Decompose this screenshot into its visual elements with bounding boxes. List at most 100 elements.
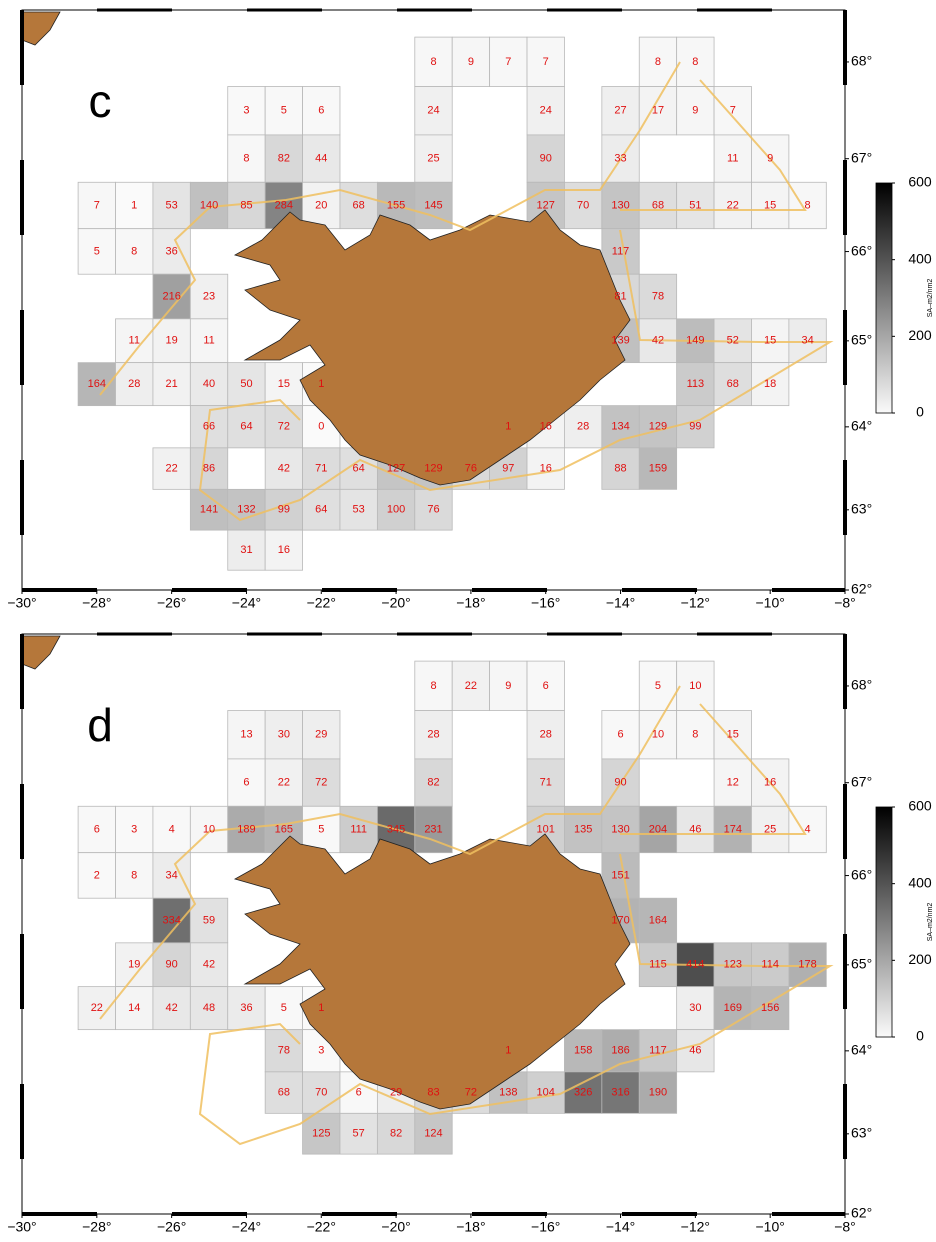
y-tick-label: 67° — [851, 149, 872, 165]
grid-cell — [376, 1112, 416, 1155]
colorbar-tick-label: 200 — [908, 327, 932, 343]
cell-value: 53 — [166, 200, 178, 212]
cell-value: 83 — [427, 1087, 439, 1099]
cell-value: 8 — [131, 245, 137, 257]
cell-value: 8 — [805, 200, 811, 212]
cell-value: 101 — [537, 824, 555, 836]
x-tick-label: −30° — [7, 1219, 36, 1235]
y-tick-label: 64° — [851, 1042, 872, 1058]
cell-value: 33 — [614, 153, 626, 165]
cell-value: 78 — [278, 1045, 290, 1057]
cell-value: 90 — [614, 777, 626, 789]
grid-cell — [264, 447, 303, 490]
cell-value: 40 — [203, 378, 215, 390]
cell-value: 90 — [540, 153, 552, 165]
grid-cell — [152, 852, 191, 899]
colorbar-tick-label: 200 — [908, 951, 932, 967]
cell-value: 164 — [649, 915, 667, 927]
cell-value: 25 — [427, 153, 439, 165]
grid-cell — [564, 1029, 603, 1073]
cell-value: 72 — [465, 1087, 477, 1099]
grid-cell — [638, 86, 678, 136]
cell-value: 10 — [203, 824, 215, 836]
grid-cell — [189, 942, 229, 988]
cell-value: 81 — [614, 291, 626, 303]
grid-cell — [77, 181, 116, 230]
x-tick-label: −14° — [606, 1219, 635, 1235]
cell-value: 78 — [652, 291, 664, 303]
cell-value: 129 — [424, 463, 442, 475]
cell-value: 123 — [724, 959, 742, 971]
cell-value: 174 — [724, 824, 742, 836]
grid-cell — [302, 86, 341, 136]
cell-value: 15 — [764, 200, 776, 212]
grid-cell — [264, 134, 303, 183]
cell-value: 16 — [278, 544, 290, 556]
grid-cell — [638, 710, 678, 760]
grid-cell — [713, 86, 752, 136]
grid-cell — [451, 660, 491, 711]
grid-cell — [302, 134, 341, 183]
cell-value: 169 — [724, 1002, 742, 1014]
cell-value: 132 — [237, 504, 255, 516]
grid-cell — [152, 228, 191, 275]
cell-value: 151 — [611, 869, 629, 881]
cell-value: 16 — [764, 777, 776, 789]
cell-value: 23 — [203, 291, 215, 303]
cell-value: 64 — [315, 504, 327, 516]
cell-value: 189 — [237, 824, 255, 836]
cell-value: 138 — [499, 1087, 517, 1099]
grid-cell — [526, 710, 565, 760]
cell-value: 7 — [543, 56, 549, 68]
grid-cell — [115, 362, 154, 407]
colorbar-label: SA–m2/nm2 — [927, 903, 934, 942]
y-tick-label: 66° — [851, 242, 872, 258]
cell-value: 97 — [502, 463, 514, 475]
cell-value: 8 — [430, 680, 436, 692]
grid-cell — [189, 362, 229, 407]
grid-cell — [152, 805, 191, 854]
grid-cell — [788, 181, 827, 230]
cell-value: 5 — [655, 680, 661, 692]
grid-cell — [489, 36, 528, 87]
cell-value: 22 — [91, 1002, 103, 1014]
grid-cell — [189, 273, 229, 320]
cell-value: 86 — [203, 463, 215, 475]
cell-value: 10 — [652, 729, 664, 741]
grid-cell — [601, 447, 640, 490]
grid-cell — [77, 852, 116, 899]
x-tick-label: −14° — [606, 595, 635, 611]
grid-cell — [339, 181, 378, 230]
grid-cell — [264, 710, 303, 760]
x-tick-label: −18° — [456, 595, 485, 611]
cell-value: 9 — [468, 56, 474, 68]
cell-value: 127 — [537, 200, 555, 212]
cell-value: 3 — [318, 1045, 324, 1057]
cell-value: 50 — [240, 378, 252, 390]
cell-value: 53 — [353, 504, 365, 516]
grid-cell — [414, 134, 453, 183]
grid-cell — [676, 1029, 715, 1073]
cell-value: 6 — [543, 680, 549, 692]
cell-value: 48 — [203, 1002, 215, 1014]
grid-cell — [414, 86, 453, 136]
cell-value: 21 — [166, 378, 178, 390]
cell-value: 42 — [203, 959, 215, 971]
grid-cell — [414, 710, 453, 760]
grid-cell — [339, 1112, 378, 1155]
y-tick-label: 64° — [851, 418, 872, 434]
cell-value: 25 — [764, 824, 776, 836]
cell-value: 3 — [131, 824, 137, 836]
cell-value: 3 — [243, 105, 249, 117]
cell-value: 127 — [387, 463, 405, 475]
grid-cell — [302, 1112, 341, 1155]
grid-cell — [115, 852, 154, 899]
x-tick-label: −12° — [681, 1219, 710, 1235]
cell-value: 99 — [278, 504, 290, 516]
grid-cell — [264, 86, 303, 136]
cell-value: 124 — [424, 1128, 442, 1140]
grid-cell — [115, 181, 154, 230]
grid-cell — [638, 181, 678, 230]
